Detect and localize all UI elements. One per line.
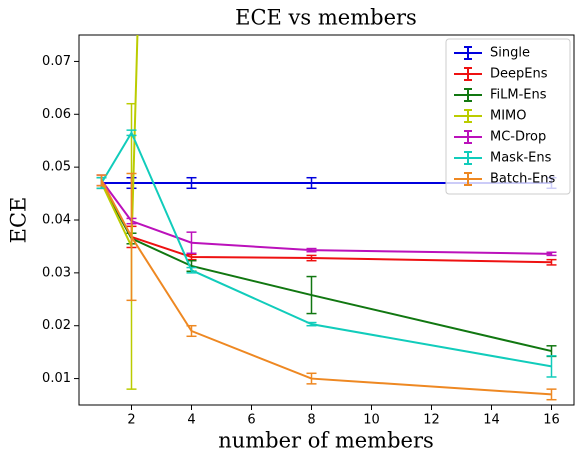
x-tick-label: 16 (543, 413, 560, 428)
legend-item (454, 67, 482, 81)
y-tick-label: 0.04 (42, 213, 71, 228)
legend-label: MIMO (490, 109, 527, 124)
error-bar (306, 247, 317, 253)
error-bar (126, 129, 137, 137)
legend-label: Single (490, 46, 530, 61)
legend-item (454, 151, 482, 165)
y-tick-label: 0.01 (42, 371, 71, 386)
error-bar (186, 266, 197, 274)
x-tick-label: 2 (127, 413, 135, 428)
y-tick-label: 0.07 (42, 54, 71, 69)
chart-title: ECE vs members (235, 6, 417, 30)
error-bar (546, 251, 557, 257)
x-tick-label: 8 (307, 413, 315, 428)
legend-label: Mask-Ens (490, 151, 552, 166)
error-bar (306, 321, 317, 327)
legend-label: MC-Drop (490, 130, 546, 145)
y-tick-label: 0.06 (42, 107, 71, 122)
x-tick-label: 12 (423, 413, 440, 428)
error-bar (126, 172, 137, 302)
x-axis-label: number of members (218, 429, 434, 453)
y-tick-label: 0.05 (42, 160, 71, 175)
legend-item (454, 130, 482, 144)
error-bar (306, 275, 317, 315)
error-bar (306, 254, 317, 262)
legend-item (454, 46, 482, 60)
y-axis-label: ECE (7, 197, 31, 244)
x-tick-label: 4 (187, 413, 195, 428)
error-bar (306, 176, 317, 190)
legend-label: Batch-Ens (490, 172, 556, 187)
error-bar (546, 355, 557, 378)
y-tick-label: 0.02 (42, 318, 71, 333)
legend-item (454, 88, 482, 102)
error-bar (186, 253, 197, 261)
legend-item (454, 172, 482, 186)
error-bar (546, 388, 557, 401)
x-tick-label: 6 (247, 413, 255, 428)
error-bar (186, 176, 197, 190)
x-tick-label: 14 (483, 413, 500, 428)
error-bar (186, 231, 197, 255)
plot-area (96, 35, 557, 401)
x-tick-label: 10 (363, 413, 380, 428)
error-bar (186, 324, 197, 338)
legend-label: DeepEns (490, 67, 548, 82)
legend-box (445, 38, 571, 195)
error-bar (546, 258, 557, 266)
legend-label: FiLM-Ens (490, 88, 547, 103)
error-bar (306, 372, 317, 385)
legend-item (454, 109, 482, 123)
error-bar (96, 174, 107, 187)
y-tick-label: 0.03 (42, 265, 71, 280)
